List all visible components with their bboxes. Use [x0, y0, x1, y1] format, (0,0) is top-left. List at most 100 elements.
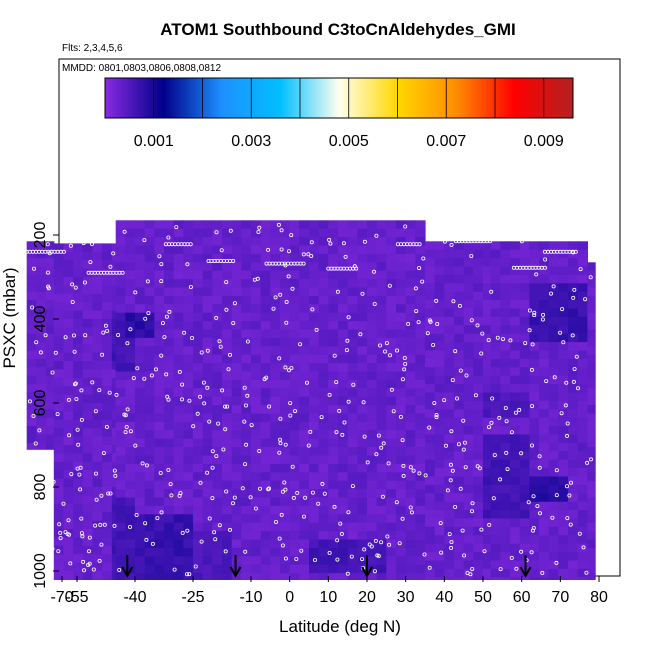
- heatmap-cell: [529, 426, 540, 436]
- heatmap-cell: [193, 245, 204, 255]
- heatmap-cell: [115, 447, 126, 457]
- heatmap-cell: [173, 253, 184, 263]
- sample-point: [530, 404, 535, 409]
- heatmap-cell: [483, 526, 492, 536]
- heatmap-cell: [212, 480, 223, 490]
- heatmap-cell: [73, 495, 84, 505]
- heatmap-cell: [82, 529, 94, 538]
- heatmap-cell: [289, 430, 300, 440]
- heatmap-cell: [558, 568, 569, 578]
- sample-point: [230, 501, 235, 506]
- heatmap-cell: [222, 287, 233, 297]
- sample-point: [93, 523, 98, 528]
- heatmap-cell: [53, 377, 65, 387]
- heatmap-cell: [558, 501, 569, 511]
- heatmap-cell: [173, 270, 184, 280]
- heatmap-cell: [500, 577, 511, 580]
- heatmap-cell: [519, 468, 530, 478]
- sample-point: [449, 545, 454, 550]
- x-tick-label: 70: [551, 589, 569, 606]
- heatmap-cell: [46, 333, 55, 343]
- sample-point: [128, 429, 133, 434]
- heatmap-cell: [63, 470, 74, 480]
- heatmap-cell: [231, 262, 242, 272]
- heatmap-cell: [251, 480, 262, 490]
- heatmap-cell: [260, 505, 271, 515]
- heatmap-cell: [529, 241, 540, 251]
- heatmap-cell: [347, 295, 358, 305]
- heatmap-cell: [444, 451, 455, 461]
- heatmap-cell: [154, 279, 165, 289]
- heatmap-cell: [46, 409, 55, 419]
- heatmap-cell: [164, 371, 175, 381]
- heatmap-cell: [347, 438, 358, 448]
- heatmap-cell: [539, 333, 550, 343]
- heatmap-cell: [539, 392, 550, 402]
- heatmap-cell: [577, 241, 588, 251]
- heatmap-cell: [125, 531, 136, 541]
- heatmap-cell: [260, 556, 271, 566]
- heatmap-cell: [318, 447, 329, 457]
- heatmap-cell: [539, 241, 550, 251]
- y-tick-label: 200: [32, 222, 49, 249]
- heatmap-cell: [454, 442, 465, 452]
- heatmap-cell: [299, 270, 310, 280]
- heatmap-cell: [183, 430, 194, 440]
- heatmap-cell: [241, 262, 252, 272]
- heatmap-cell: [135, 505, 146, 515]
- sample-point: [382, 349, 387, 354]
- heatmap-cell: [63, 361, 74, 370]
- sample-point: [280, 489, 285, 494]
- sample-point: [403, 361, 408, 366]
- heatmap-cell: [222, 463, 233, 473]
- heatmap-cell: [318, 547, 329, 557]
- heatmap-cell: [577, 518, 588, 528]
- heatmap-cell: [376, 522, 387, 532]
- heatmap-cell: [490, 493, 501, 503]
- heatmap-cell: [309, 396, 320, 406]
- heatmap-cell: [483, 543, 492, 553]
- heatmap-cell: [328, 354, 339, 364]
- heatmap-cell: [463, 552, 474, 562]
- heatmap-cell: [318, 312, 329, 322]
- sample-point: [454, 396, 459, 401]
- heatmap-cell: [251, 228, 262, 238]
- sample-point: [334, 430, 339, 435]
- heatmap-cell: [357, 438, 368, 448]
- heatmap-cell: [444, 442, 455, 452]
- heatmap-cell: [548, 258, 559, 268]
- heatmap-cell: [222, 480, 233, 490]
- sample-point: [283, 487, 288, 492]
- sample-point: [573, 249, 578, 254]
- heatmap-cell: [144, 556, 155, 566]
- heatmap-cell: [577, 568, 588, 578]
- heatmap-cell: [490, 560, 501, 570]
- heatmap-cell: [434, 266, 445, 276]
- heatmap-cell: [183, 573, 194, 580]
- sample-point: [193, 564, 198, 569]
- heatmap-cell: [568, 308, 579, 318]
- heatmap-cell: [463, 325, 474, 335]
- heatmap-cell: [73, 571, 84, 580]
- heatmap-cell: [415, 564, 426, 574]
- heatmap-cell: [231, 522, 242, 532]
- sample-point: [128, 327, 133, 332]
- heatmap-cell: [73, 537, 84, 547]
- heatmap-cell: [587, 371, 596, 381]
- heatmap-cell: [63, 419, 74, 429]
- heatmap-cell: [102, 470, 113, 480]
- heatmap-cell: [193, 312, 204, 322]
- heatmap-cell: [193, 379, 204, 389]
- heatmap-cell: [299, 463, 310, 473]
- heatmap-cell: [463, 291, 474, 301]
- heatmap-cell: [289, 279, 300, 289]
- heatmap-cell: [519, 241, 530, 251]
- heatmap-cell: [386, 480, 397, 490]
- heatmap-cell: [405, 522, 416, 532]
- heatmap-cell: [202, 346, 213, 356]
- heatmap-cell: [125, 270, 136, 280]
- sample-point: [344, 348, 349, 353]
- sample-point: [116, 332, 121, 337]
- heatmap-cell: [463, 266, 474, 276]
- heatmap-cell: [444, 316, 455, 326]
